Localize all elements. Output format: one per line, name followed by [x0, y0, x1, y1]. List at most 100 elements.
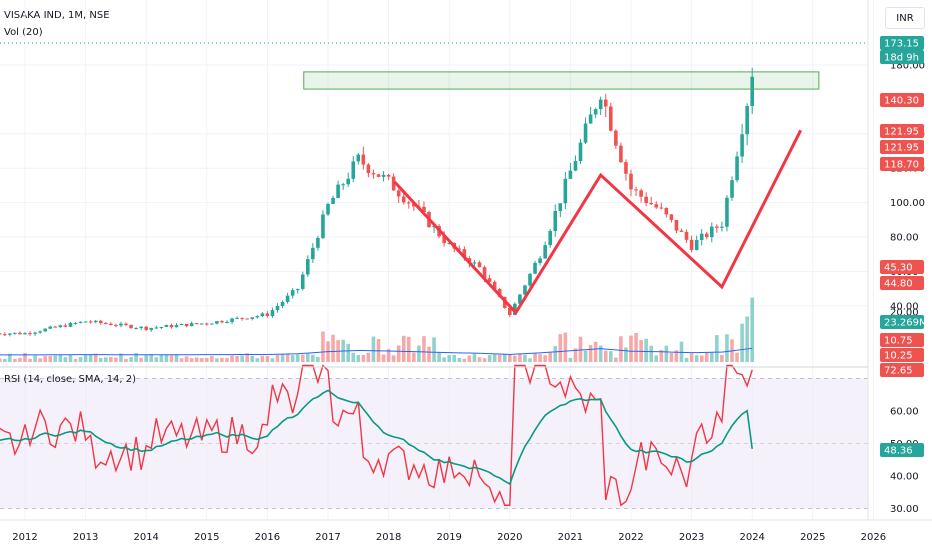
- candle-body: [679, 230, 684, 232]
- volume-bar: [285, 353, 290, 362]
- time-tick-label: 2026: [861, 532, 886, 543]
- candle-body: [588, 114, 593, 124]
- volume-bar: [129, 357, 133, 362]
- price-tag-label: 118.70: [884, 160, 919, 171]
- currency-button[interactable]: INR: [885, 7, 925, 29]
- candles: [0, 67, 754, 337]
- candle-body: [215, 321, 219, 324]
- volume-bar: [245, 353, 249, 362]
- price-tag-label: 18d 9h: [884, 53, 919, 64]
- rsi-tag-label: 72.65: [884, 366, 913, 377]
- price-tag-badge: [880, 93, 924, 107]
- candle-body: [376, 174, 381, 177]
- candle-body: [149, 327, 154, 330]
- candle-body: [93, 320, 98, 323]
- candle-body: [290, 290, 295, 296]
- candle-body: [199, 323, 204, 325]
- candle-body: [578, 142, 583, 162]
- candle-body: [538, 258, 542, 263]
- volume-bar: [583, 350, 588, 362]
- volume-bar: [109, 356, 113, 362]
- candle-body: [250, 317, 255, 319]
- candle-body: [129, 325, 133, 329]
- candle-body: [704, 233, 709, 238]
- rsi-tag-badge: [880, 443, 924, 457]
- candle-body: [23, 333, 27, 335]
- volume-bar: [528, 358, 532, 362]
- volume-bar: [492, 354, 497, 362]
- volume-bar: [250, 355, 255, 362]
- rsi-tags: 72.65 48.36: [880, 363, 924, 457]
- volume-bar: [472, 353, 477, 362]
- volume-bar: [467, 355, 472, 362]
- volume-bar: [33, 355, 37, 362]
- volume-bar: [134, 353, 138, 362]
- candle-body: [720, 226, 724, 228]
- candle-body: [300, 274, 305, 289]
- candle-body: [326, 203, 330, 215]
- candle-body: [472, 262, 477, 264]
- candle-body: [306, 259, 310, 275]
- candle-body: [210, 323, 214, 325]
- price-tag-badge: [880, 157, 924, 171]
- pattern-annotation-line: [393, 129, 803, 316]
- volume-bar: [654, 355, 659, 362]
- volume-bar: [659, 349, 664, 362]
- volume-bar: [119, 353, 123, 362]
- candle-body: [750, 76, 754, 107]
- candle-body: [740, 134, 744, 157]
- volume-bar: [174, 354, 179, 362]
- volume-bar: [184, 356, 189, 362]
- candle-body: [28, 333, 32, 335]
- volume-bar: [533, 353, 537, 362]
- candle-body: [169, 325, 174, 328]
- rsi-tag-badge: [880, 363, 924, 377]
- volume-bar: [154, 357, 159, 362]
- volume-bars: [0, 297, 754, 362]
- candle-body: [98, 320, 103, 324]
- volume-bar: [331, 334, 335, 362]
- volume-bar: [280, 354, 285, 362]
- volume-bar: [189, 358, 194, 362]
- candle-body: [119, 323, 123, 326]
- volume-bar: [689, 353, 694, 362]
- volume-bar: [401, 335, 406, 362]
- price-tags: 173.15 18d 9h 140.30 121.95 121.95 118.70 45.3…: [0, 36, 928, 362]
- volume-bar: [270, 358, 275, 362]
- volume-bar: [745, 316, 749, 362]
- candle-body: [18, 332, 22, 335]
- candle-body: [68, 322, 73, 327]
- candle-body: [3, 334, 7, 336]
- candle-body: [396, 190, 401, 197]
- volume-bar: [13, 358, 17, 362]
- candle-body: [553, 210, 558, 231]
- volume-bar: [462, 358, 467, 362]
- price-tick-label: 180.00: [890, 61, 925, 72]
- volume-bar: [412, 352, 416, 362]
- candle-body: [104, 323, 108, 325]
- candle-body: [624, 162, 628, 174]
- candle-body: [356, 154, 361, 162]
- candle-body: [523, 285, 527, 295]
- volume-bar: [290, 355, 295, 362]
- volume-bar: [598, 345, 603, 362]
- candle-body: [447, 242, 451, 244]
- rsi-tag-label: 48.36: [884, 446, 913, 457]
- time-tick-label: 2014: [133, 532, 158, 543]
- rsi-ma-line: [0, 389, 753, 486]
- candle-body: [230, 318, 234, 323]
- volume-bar: [361, 354, 366, 362]
- candle-body: [194, 323, 199, 325]
- volume-bar: [104, 357, 108, 362]
- price-tag-badge: [880, 36, 924, 50]
- candle-body: [422, 206, 426, 213]
- candle-body: [63, 325, 68, 327]
- candle-body: [482, 267, 487, 279]
- volume-bar: [83, 354, 88, 362]
- volume-bar: [502, 353, 507, 362]
- time-tick-label: 2019: [436, 532, 461, 543]
- candle-body: [275, 306, 280, 311]
- volume-bar: [366, 352, 371, 362]
- price-tag-badge: [880, 124, 924, 138]
